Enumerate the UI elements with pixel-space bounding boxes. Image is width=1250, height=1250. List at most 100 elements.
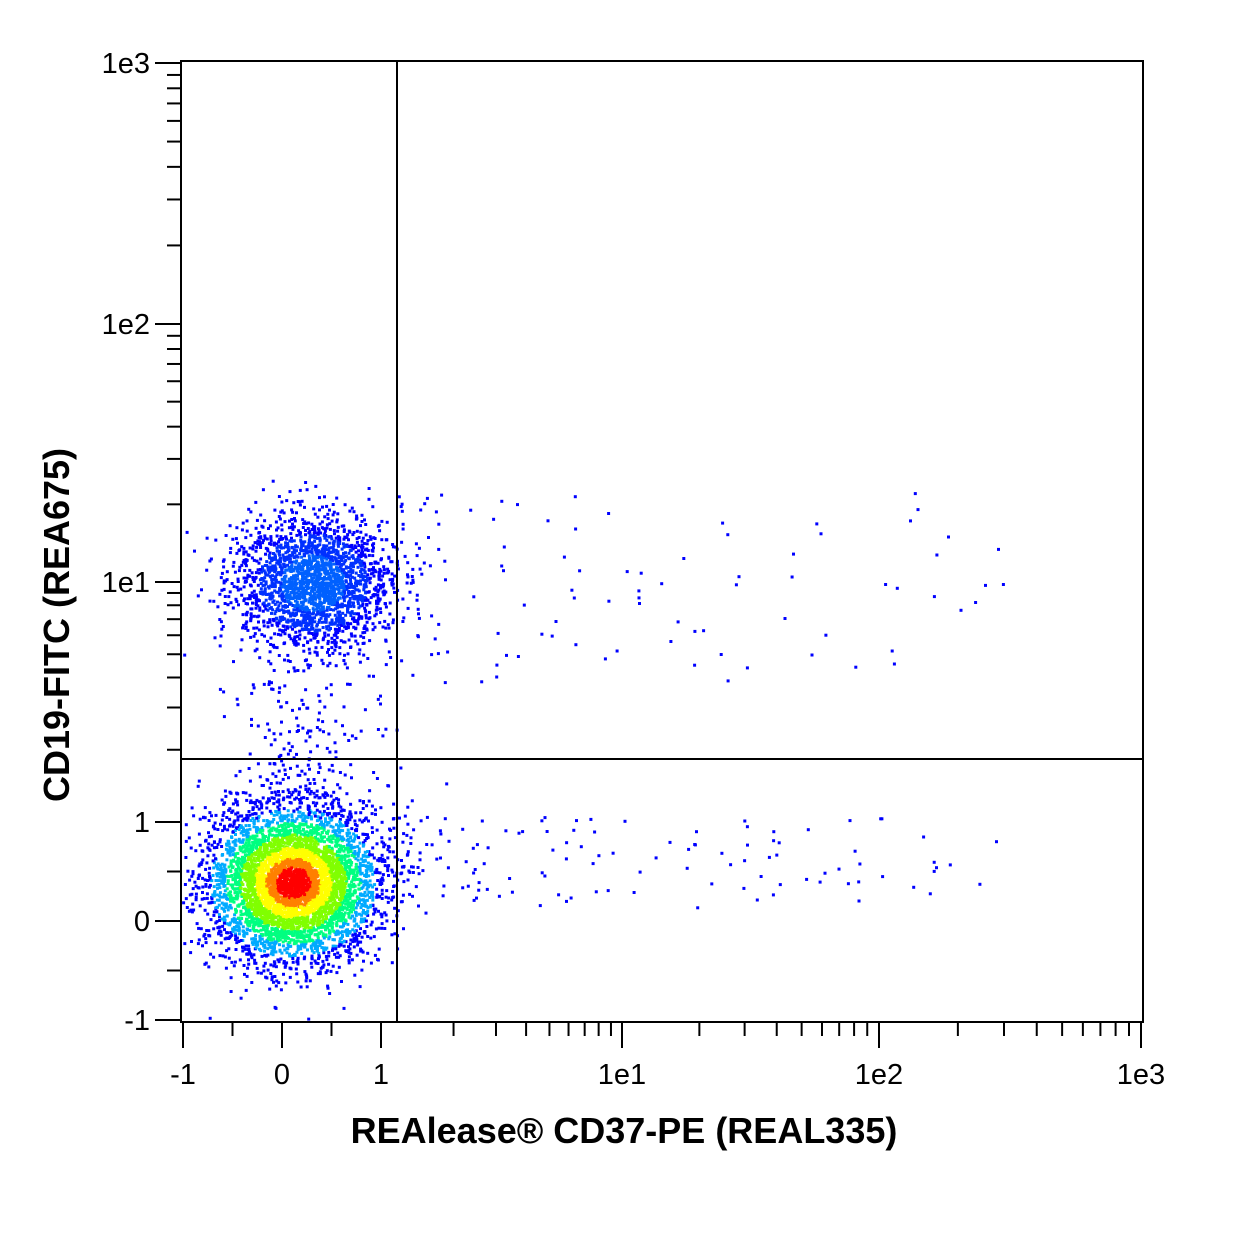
event-dot-lower-left [327,928,331,932]
event-dot-lower-left [247,767,251,770]
event-dot-lower-left [270,923,274,927]
event-dot-lower-left [222,811,226,815]
event-dot-lower-left [281,897,285,901]
event-dot-lower-left [249,874,253,878]
event-dot-lower-left [246,920,250,923]
event-dot-lower-left [387,784,391,788]
event-dot-lower-left [294,881,298,885]
event-dot-lower-left [390,868,394,872]
event-dot-lower-left [280,872,284,876]
event-dot-lower-left [315,852,319,856]
event-dot-lower-left [262,921,266,925]
event-dot-lower-left [247,824,251,827]
event-dot-lower-left [306,838,310,842]
event-dot-lower-left [290,815,294,819]
event-dot-lower-left [287,791,291,794]
event-dot-lower-left [238,878,242,882]
event-dot-lower-left [300,769,304,773]
event-dot-lower-left [361,911,365,915]
event-dot-lower-left [256,922,259,926]
event-dot-lower-left [203,806,207,810]
event-dot-lower-left [239,840,243,844]
event-dot-lower-left [279,903,283,907]
event-dot-lower-left [370,853,374,857]
event-dot-lower-left [330,846,334,850]
event-dot-lower-left [259,937,263,941]
event-dot-lower-left [242,964,246,967]
event-dot-lower-left [246,856,250,859]
event-dot-lower-left [349,871,352,875]
event-dot-lower-left [234,852,238,856]
event-dot-lower-left [237,929,241,932]
event-dot-lower-left [235,792,239,796]
event-dot-lower-left [339,848,343,852]
event-dot-lower-left [219,930,223,934]
event-dot-lower-left [344,882,348,886]
event-dot-lower-left [372,856,376,860]
event-dot-lower-left [216,905,219,909]
event-dot-lower-left [285,951,289,955]
event-dot-lower-left [314,880,318,884]
event-dot-lower-left [318,919,322,923]
event-dot-lower-left [353,852,357,856]
event-dot-lower-left [273,879,277,883]
event-dot-lower-left [340,925,344,929]
event-dot-lower-left [246,884,250,888]
event-dot-lower-left [226,882,230,885]
event-dot-lower-left [348,947,352,951]
event-dot-lower-left [211,874,215,877]
event-dot-lower-left [211,859,215,863]
event-dot-lower-left [295,849,299,852]
event-dot-lower-left [262,928,266,931]
event-dot-lower-left [442,884,446,888]
event-dot-lower-left [295,860,298,864]
event-dot-lower-left [339,912,343,915]
event-dot-lower-left [236,815,240,819]
event-dot-lower-left [323,896,327,900]
event-dot-lower-left [280,834,284,837]
event-dot-lower-left [287,824,291,828]
event-dot-lower-left [265,877,269,881]
event-dot-lower-left [304,886,308,890]
event-dot-lower-left [334,947,338,951]
event-dot-lower-left [316,936,320,940]
event-dot-lower-left [299,922,303,925]
event-dot-lower-left [261,901,265,905]
event-dot-lower-left [225,922,229,926]
event-dot-lower-left [332,798,336,802]
event-dot-lower-left [336,783,340,787]
event-dot-lower-left [391,850,395,854]
event-dot-lower-left [323,925,327,929]
event-dot-lower-left [250,854,254,858]
event-dot-lower-left [341,888,345,892]
event-dot-lower-left [296,862,300,866]
event-dot-lower-left [278,860,282,864]
event-dot-lower-left [361,864,365,867]
event-dot-lower-left [285,947,289,951]
event-dot-lower-left [325,844,329,848]
event-dot-lower-left [316,891,320,895]
event-dot-lower-left [261,828,265,832]
event-dot-lower-left [306,846,310,850]
event-dot-lower-left [357,847,361,851]
event-dot-lower-left [283,817,287,821]
event-dot-lower-left [270,978,274,982]
event-dot-lower-left [289,851,293,854]
event-dot-lower-left [306,908,310,912]
event-dot-lower-left [317,869,321,873]
event-dot-lower-left [358,861,362,865]
event-dot-lower-left [329,857,333,861]
event-dot-lower-left [250,883,254,886]
event-dot-lower-left [234,887,238,891]
event-dot-lower-left [238,883,242,887]
event-dot-lower-left [322,907,326,911]
event-dot-lower-left [260,855,264,859]
event-dot-lower-left [238,769,242,773]
event-dot-lower-left [342,808,346,812]
event-dot-lower-left [249,870,253,874]
event-dot-lower-left [370,826,374,830]
event-dot-lower-left [349,938,353,942]
event-dot-lower-left [272,818,276,821]
event-dot-lower-left [299,985,303,989]
event-dot-lower-left [253,891,257,895]
